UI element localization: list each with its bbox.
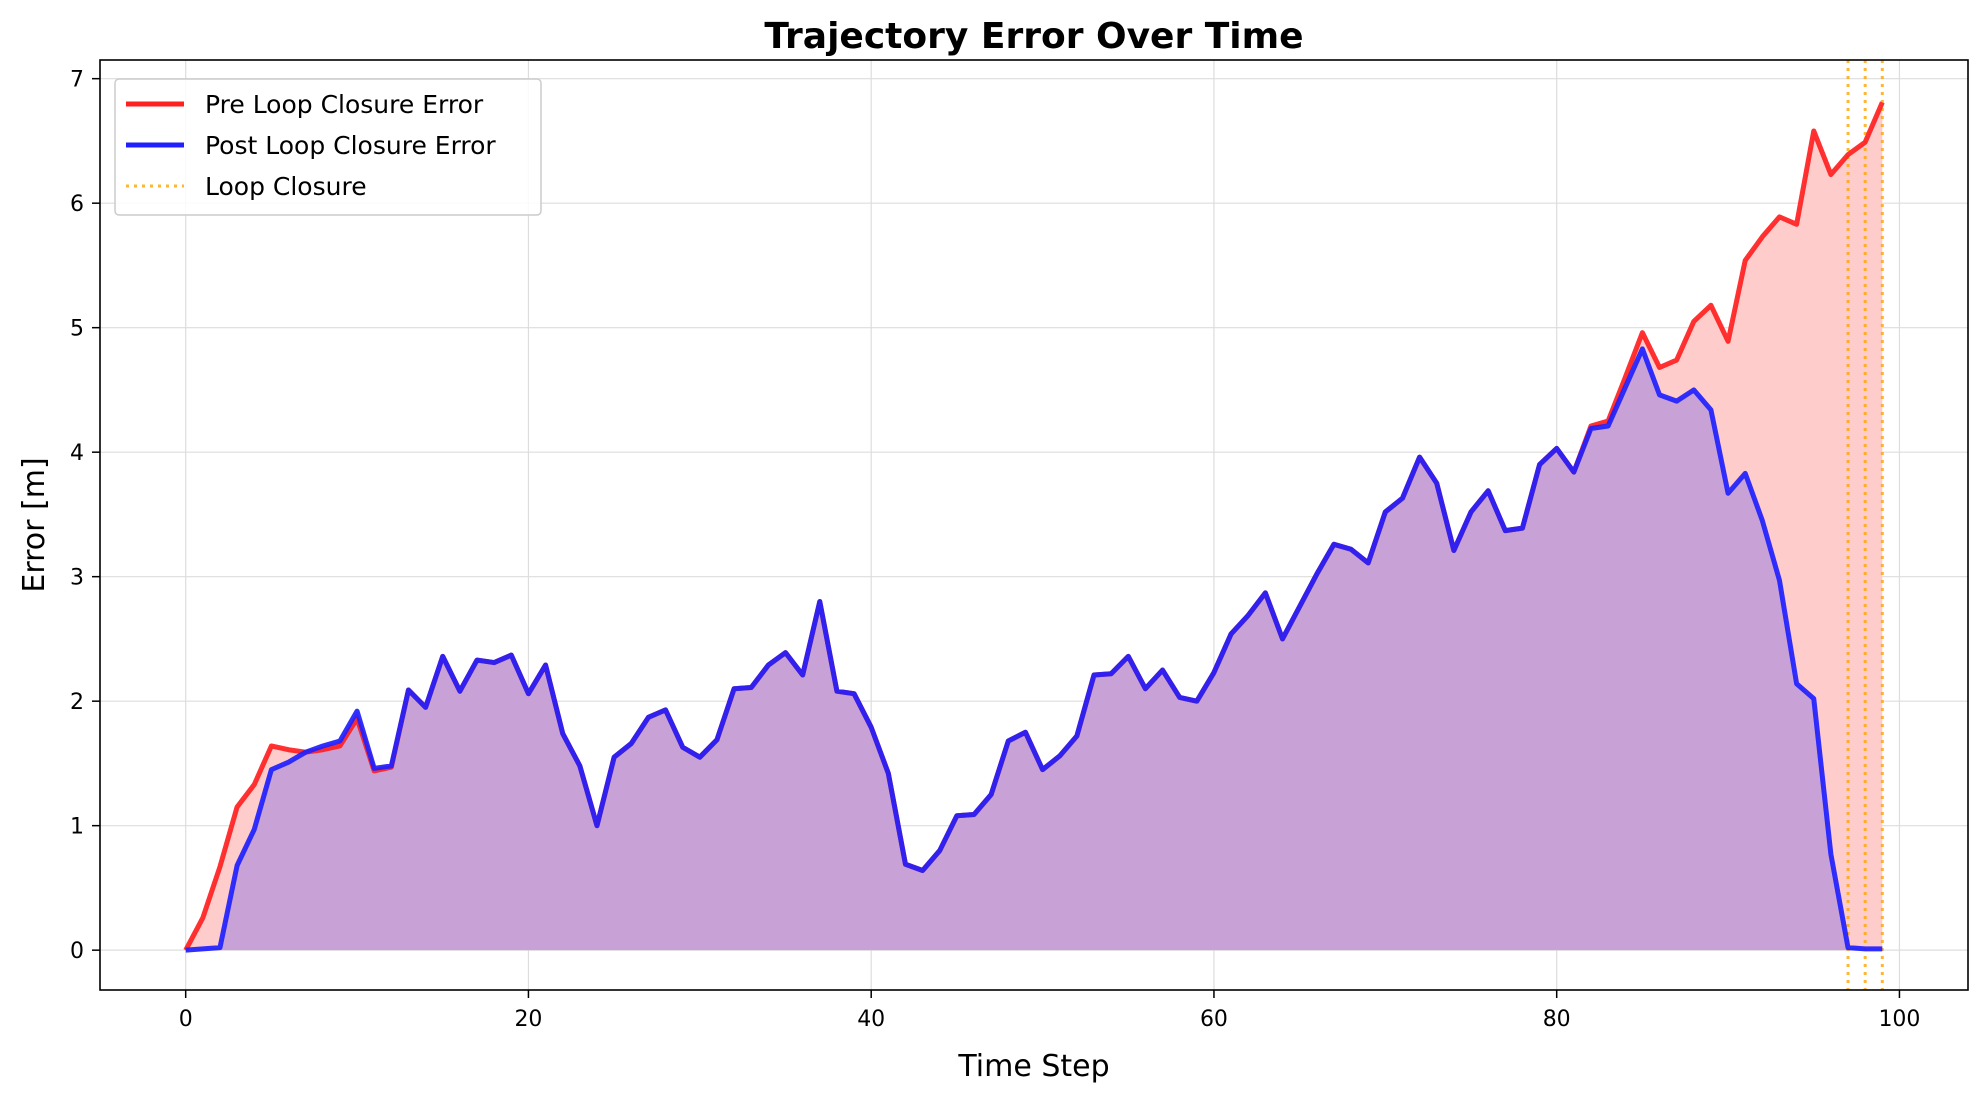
x-tick-label: 60 — [1200, 1007, 1228, 1032]
series-lines — [183, 101, 1885, 953]
x-tick-label: 40 — [857, 1007, 885, 1032]
y-tick-label: 5 — [70, 317, 84, 342]
fill-areas — [185, 102, 1883, 951]
chart-title: Trajectory Error Over Time — [764, 16, 1303, 57]
plot-frame — [99, 59, 1969, 991]
post-loop-closure-fill — [185, 348, 1883, 951]
y-tick-label: 1 — [70, 815, 84, 840]
x-tick-label: 0 — [179, 1007, 193, 1032]
legend-box — [114, 78, 542, 216]
x-axis-label: Time Step — [957, 1049, 1109, 1084]
legend: Pre Loop Closure Error Post Loop Closure… — [114, 78, 542, 216]
y-tick-label: 3 — [70, 566, 84, 591]
y-tick-label: 6 — [70, 192, 84, 217]
x-tick-label: 80 — [1543, 1007, 1571, 1032]
loop-closure-lines — [1846, 60, 1884, 990]
y-tick-label: 0 — [70, 939, 84, 964]
legend-label-loop-closure: Loop Closure — [205, 172, 367, 201]
x-tick-label: 20 — [514, 1007, 542, 1032]
y-tick-label: 2 — [70, 690, 84, 715]
y-tick-label: 7 — [70, 68, 84, 93]
legend-label-pre-loop-closure: Pre Loop Closure Error — [205, 90, 484, 119]
y-tick-label: 4 — [70, 441, 84, 466]
post-loop-closure-line — [185, 346, 1883, 953]
x-tick-label: 100 — [1878, 1007, 1920, 1032]
ticks: 0 20 40 60 80 100 0 1 2 3 4 5 6 7 — [70, 68, 1920, 1032]
y-axis-label: Error [m] — [17, 457, 52, 592]
legend-label-post-loop-closure: Post Loop Closure Error — [205, 131, 496, 160]
